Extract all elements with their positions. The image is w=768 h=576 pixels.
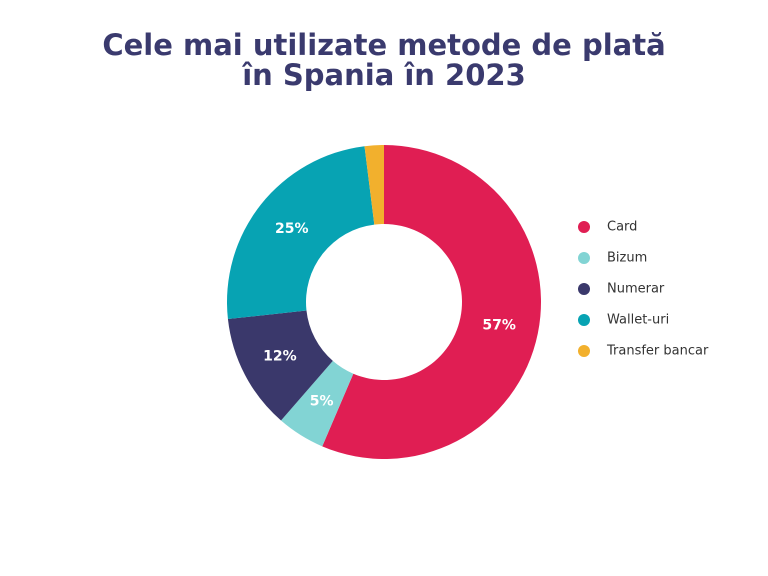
legend-label: Wallet-uri	[607, 313, 669, 328]
legend-label: Numerar	[607, 282, 665, 297]
legend-label: Bizum	[607, 251, 647, 266]
legend-marker	[578, 314, 590, 326]
legend-label: Card	[607, 220, 637, 235]
legend-marker	[578, 345, 590, 357]
donut-slice	[227, 310, 333, 421]
donut-slice	[322, 145, 541, 459]
legend-marker	[578, 283, 590, 295]
data-label: 5%	[310, 394, 334, 410]
chart-title: Cele mai utilizate metode de plată în Sp…	[102, 28, 666, 92]
donut-slice	[281, 360, 354, 447]
donut-slice	[364, 145, 384, 225]
legend-marker	[578, 252, 590, 264]
legend-label: Transfer bancar	[606, 344, 709, 359]
legend-marker	[578, 221, 590, 233]
donut-slice	[227, 146, 375, 320]
data-label: 12%	[263, 348, 297, 364]
data-label: 57%	[482, 318, 516, 334]
data-label: 25%	[275, 221, 309, 237]
